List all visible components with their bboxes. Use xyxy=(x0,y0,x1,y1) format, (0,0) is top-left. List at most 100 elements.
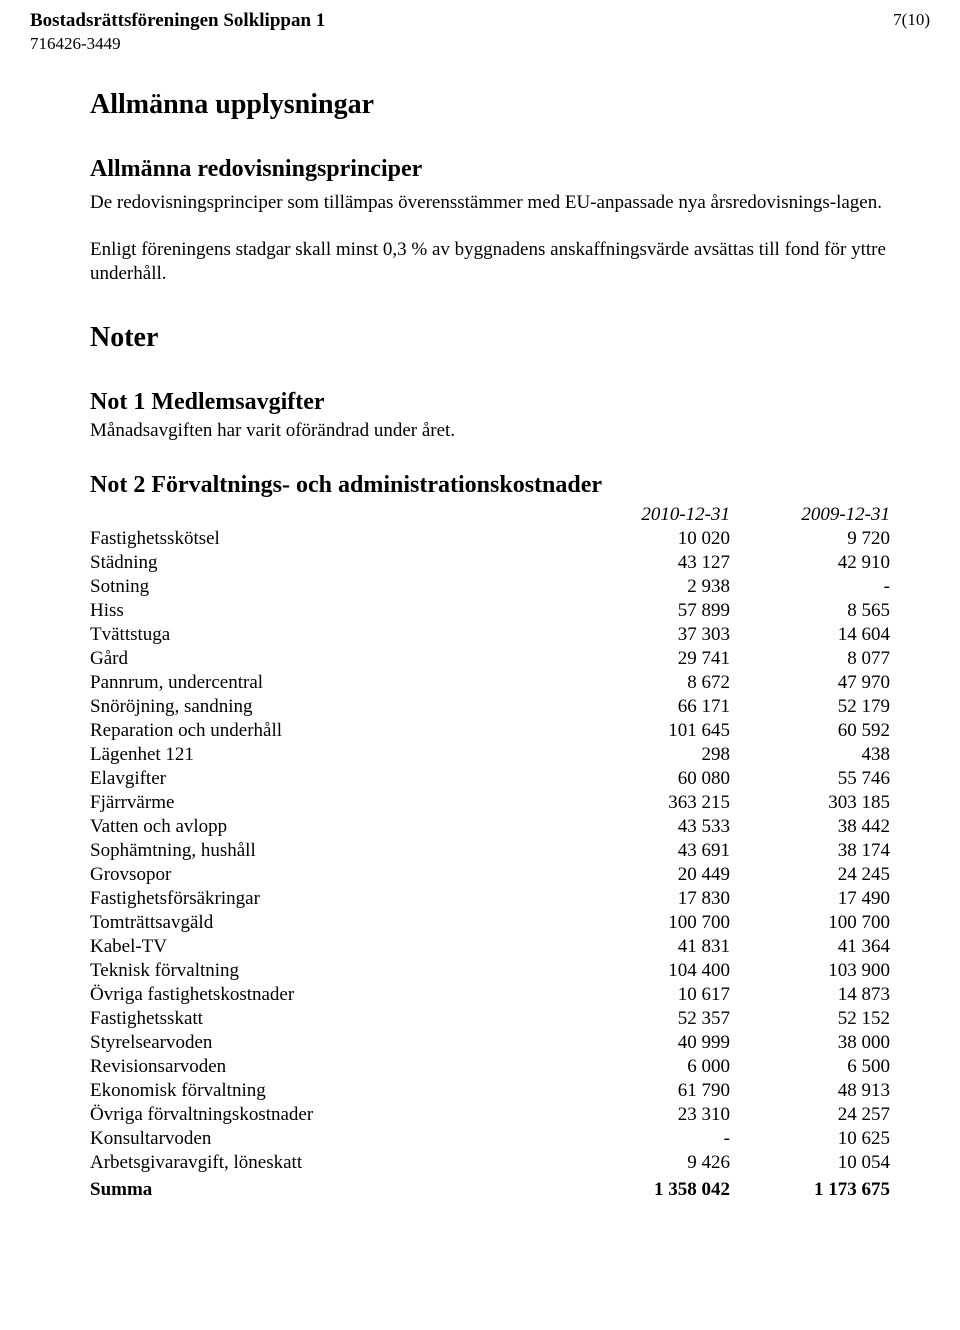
row-value-2: 100 700 xyxy=(730,911,890,935)
org-name: Bostadsrättsföreningen Solklippan 1 xyxy=(30,10,325,32)
row-value-1: 10 020 xyxy=(570,527,730,551)
note1-body: Månadsavgiften har varit oförändrad unde… xyxy=(90,420,890,442)
row-label: Tomträttsavgäld xyxy=(90,911,570,935)
table-header-row: 2010-12-31 2009-12-31 xyxy=(90,503,890,527)
row-label: Sotning xyxy=(90,575,570,599)
noter-title: Noter xyxy=(90,322,890,354)
row-label: Fastighetsskötsel xyxy=(90,527,570,551)
row-label: Fastighetsförsäkringar xyxy=(90,887,570,911)
table-row: Grovsopor20 44924 245 xyxy=(90,863,890,887)
row-value-1: 17 830 xyxy=(570,887,730,911)
row-label: Gård xyxy=(90,647,570,671)
row-value-2: 52 152 xyxy=(730,1007,890,1031)
principles-heading: Allmänna redovisningsprinciper xyxy=(90,156,890,183)
row-label: Elavgifter xyxy=(90,767,570,791)
table-row: Vatten och avlopp43 53338 442 xyxy=(90,815,890,839)
row-value-2: 303 185 xyxy=(730,791,890,815)
row-value-1: 52 357 xyxy=(570,1007,730,1031)
table-row: Pannrum, undercentral8 67247 970 xyxy=(90,671,890,695)
table-row: Elavgifter60 08055 746 xyxy=(90,767,890,791)
row-value-2: 10 625 xyxy=(730,1127,890,1151)
col-spacer xyxy=(90,503,570,527)
row-value-2: 6 500 xyxy=(730,1055,890,1079)
row-value-2: 9 720 xyxy=(730,527,890,551)
row-value-2: 38 442 xyxy=(730,815,890,839)
principles-p2: Enligt föreningens stadgar skall minst 0… xyxy=(90,238,890,287)
row-value-2: - xyxy=(730,575,890,599)
table-row: Teknisk förvaltning104 400103 900 xyxy=(90,959,890,983)
table-row: Fastighetsskötsel10 0209 720 xyxy=(90,527,890,551)
row-value-1: 43 691 xyxy=(570,839,730,863)
table-row: Gård29 7418 077 xyxy=(90,647,890,671)
page-number: 7(10) xyxy=(893,10,930,30)
row-value-2: 41 364 xyxy=(730,935,890,959)
row-label: Sophämtning, hushåll xyxy=(90,839,570,863)
table-row: Revisionsarvoden6 0006 500 xyxy=(90,1055,890,1079)
table-row: Fastighetsförsäkringar17 83017 490 xyxy=(90,887,890,911)
row-label: Lägenhet 121 xyxy=(90,743,570,767)
row-value-2: 14 604 xyxy=(730,623,890,647)
note2-heading: Not 2 Förvaltnings- och administrationsk… xyxy=(90,472,890,499)
row-label: Reparation och underhåll xyxy=(90,719,570,743)
row-value-2: 48 913 xyxy=(730,1079,890,1103)
page-content: Allmänna upplysningar Allmänna redovisni… xyxy=(30,89,930,1202)
row-value-1: 57 899 xyxy=(570,599,730,623)
row-label: Fastighetsskatt xyxy=(90,1007,570,1031)
table-row: Ekonomisk förvaltning61 79048 913 xyxy=(90,1079,890,1103)
row-value-1: 40 999 xyxy=(570,1031,730,1055)
row-label: Snöröjning, sandning xyxy=(90,695,570,719)
row-value-2: 55 746 xyxy=(730,767,890,791)
row-value-2: 24 257 xyxy=(730,1103,890,1127)
table-row: Fastighetsskatt52 35752 152 xyxy=(90,1007,890,1031)
row-value-1: 100 700 xyxy=(570,911,730,935)
row-value-2: 24 245 xyxy=(730,863,890,887)
row-label: Pannrum, undercentral xyxy=(90,671,570,695)
row-label: Hiss xyxy=(90,599,570,623)
row-value-2: 52 179 xyxy=(730,695,890,719)
section-title: Allmänna upplysningar xyxy=(90,89,890,121)
summa-v2: 1 173 675 xyxy=(730,1175,890,1202)
row-label: Grovsopor xyxy=(90,863,570,887)
table-row: Övriga fastighetskostnader10 61714 873 xyxy=(90,983,890,1007)
note2-table: 2010-12-31 2009-12-31 Fastighetsskötsel1… xyxy=(90,503,890,1202)
row-label: Ekonomisk förvaltning xyxy=(90,1079,570,1103)
row-value-2: 60 592 xyxy=(730,719,890,743)
row-label: Övriga fastighetskostnader xyxy=(90,983,570,1007)
row-label: Konsultarvoden xyxy=(90,1127,570,1151)
row-label: Tvättstuga xyxy=(90,623,570,647)
row-value-1: 66 171 xyxy=(570,695,730,719)
row-value-1: - xyxy=(570,1127,730,1151)
table-row: Styrelsearvoden40 99938 000 xyxy=(90,1031,890,1055)
row-label: Övriga förvaltningskostnader xyxy=(90,1103,570,1127)
row-value-1: 298 xyxy=(570,743,730,767)
table-row: Sophämtning, hushåll43 69138 174 xyxy=(90,839,890,863)
row-value-2: 103 900 xyxy=(730,959,890,983)
org-id: 716426-3449 xyxy=(30,34,325,54)
row-value-2: 10 054 xyxy=(730,1151,890,1175)
row-value-1: 363 215 xyxy=(570,791,730,815)
row-value-2: 438 xyxy=(730,743,890,767)
table-row: Konsultarvoden-10 625 xyxy=(90,1127,890,1151)
row-label: Fjärrvärme xyxy=(90,791,570,815)
table-row: Kabel-TV41 83141 364 xyxy=(90,935,890,959)
table-row: Övriga förvaltningskostnader23 31024 257 xyxy=(90,1103,890,1127)
table-row: Sotning2 938- xyxy=(90,575,890,599)
row-label: Vatten och avlopp xyxy=(90,815,570,839)
table-row: Snöröjning, sandning66 17152 179 xyxy=(90,695,890,719)
page-header: Bostadsrättsföreningen Solklippan 1 7164… xyxy=(30,10,930,54)
row-label: Styrelsearvoden xyxy=(90,1031,570,1055)
summa-v1: 1 358 042 xyxy=(570,1175,730,1202)
table-row: Tvättstuga37 30314 604 xyxy=(90,623,890,647)
row-label: Teknisk förvaltning xyxy=(90,959,570,983)
principles-p1: De redovisningsprinciper som tillämpas ö… xyxy=(90,191,890,216)
row-label: Städning xyxy=(90,551,570,575)
row-value-1: 43 127 xyxy=(570,551,730,575)
row-value-1: 2 938 xyxy=(570,575,730,599)
row-value-2: 14 873 xyxy=(730,983,890,1007)
row-value-1: 9 426 xyxy=(570,1151,730,1175)
table-row: Arbetsgivaravgift, löneskatt9 42610 054 xyxy=(90,1151,890,1175)
table-row: Lägenhet 121298438 xyxy=(90,743,890,767)
table-row: Reparation och underhåll101 64560 592 xyxy=(90,719,890,743)
table-row: Tomträttsavgäld100 700100 700 xyxy=(90,911,890,935)
table-row: Hiss57 8998 565 xyxy=(90,599,890,623)
